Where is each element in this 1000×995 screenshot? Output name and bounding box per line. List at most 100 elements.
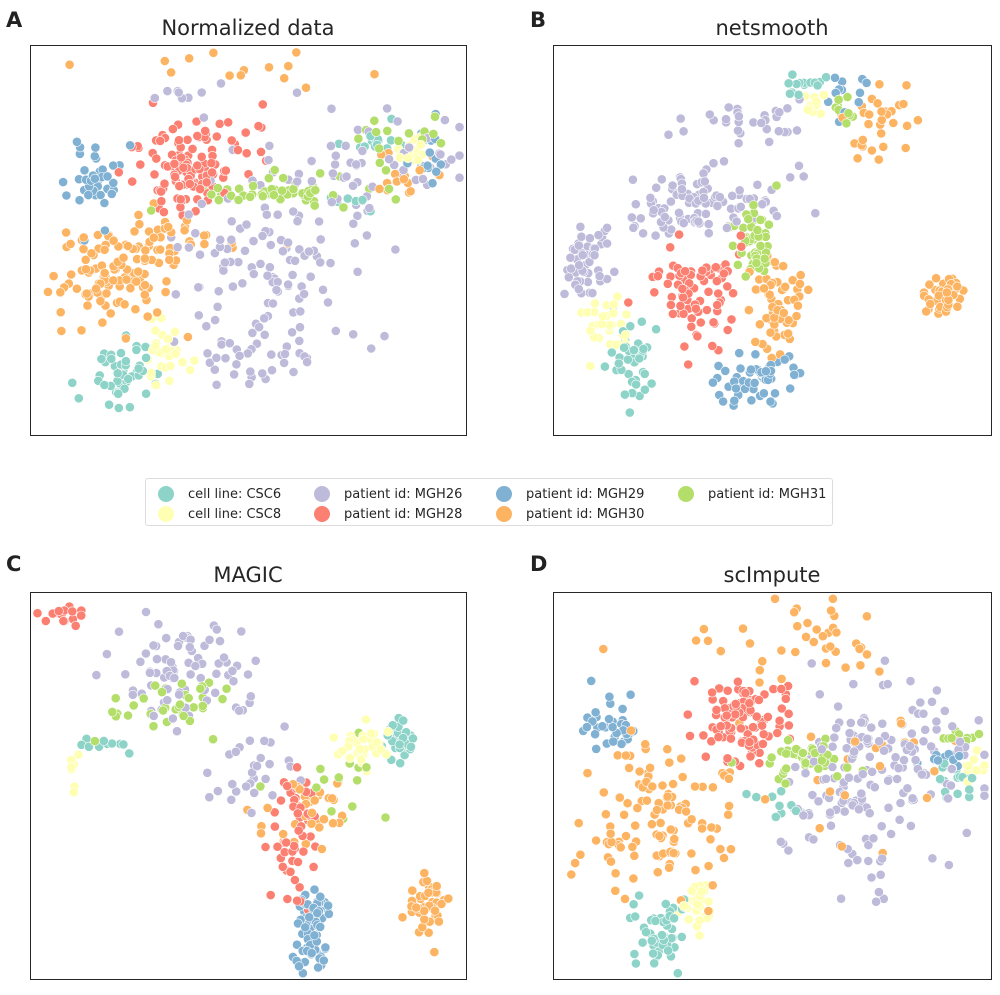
- scatter-point: [128, 700, 139, 711]
- scatter-point: [141, 648, 151, 659]
- scatter-point: [264, 262, 275, 273]
- scatter-point: [779, 354, 790, 365]
- scatter-point: [170, 171, 180, 182]
- scatter-point: [676, 931, 687, 942]
- scatter-point: [201, 177, 212, 188]
- scatter-point: [295, 322, 305, 333]
- scatter-point: [159, 178, 170, 189]
- scatter-point: [371, 127, 382, 137]
- scatter-point: [135, 656, 146, 667]
- scatter-point: [707, 687, 717, 698]
- scatter-point: [864, 751, 875, 762]
- scatter-point: [866, 872, 877, 883]
- scatter-point: [215, 234, 226, 245]
- scatter-point: [149, 169, 160, 180]
- scatter-point: [811, 96, 822, 107]
- scatter-point: [323, 908, 334, 919]
- scatter-point: [789, 369, 800, 380]
- scatter-point: [173, 641, 183, 651]
- scatter-point: [674, 229, 684, 240]
- scatter-point: [259, 735, 270, 746]
- scatter-point: [729, 395, 740, 406]
- scatter-point: [342, 193, 353, 204]
- scatter-point: [576, 231, 587, 242]
- scatter-point: [369, 115, 380, 126]
- scatter-point: [217, 694, 228, 704]
- scatter-point: [341, 171, 352, 182]
- scatter-point: [663, 129, 674, 140]
- scatter-point: [790, 647, 801, 657]
- scatter-point: [922, 792, 932, 803]
- scatter-point: [244, 378, 255, 389]
- scatter-point: [602, 222, 612, 233]
- scatter-point: [931, 273, 941, 284]
- scatter-point: [677, 772, 688, 782]
- scatter-point: [660, 212, 670, 222]
- scatter-point: [573, 240, 584, 251]
- scatter-point: [248, 236, 259, 246]
- scatter-point: [195, 683, 206, 694]
- scatter-point: [773, 126, 784, 137]
- scatter-point: [413, 155, 424, 165]
- scatter-point: [755, 214, 766, 225]
- scatter-point: [267, 790, 278, 801]
- scatter-point: [243, 669, 253, 680]
- scatter-point: [686, 321, 697, 332]
- scatter-point: [744, 737, 755, 747]
- scatter-point: [327, 168, 338, 179]
- scatter-point: [800, 768, 811, 779]
- scatter-point: [70, 620, 81, 631]
- scatter-point: [879, 655, 890, 666]
- scatter-point: [161, 633, 172, 643]
- legend-item: patient id: MGH29: [496, 484, 644, 504]
- scatter-point: [752, 225, 763, 235]
- panel-letter: D: [530, 552, 548, 576]
- scatter-point: [758, 729, 769, 740]
- scatter-point: [872, 98, 883, 109]
- scatter-point: [727, 240, 738, 251]
- scatter-point: [358, 734, 369, 744]
- scatter-point: [121, 356, 131, 367]
- scatter-point: [123, 374, 134, 384]
- scatter-point: [784, 88, 795, 99]
- scatter-point: [74, 195, 85, 206]
- scatter-point: [607, 722, 618, 732]
- scatter-point: [849, 746, 859, 757]
- scatter-point: [591, 835, 601, 846]
- scatter-point: [840, 662, 851, 673]
- scatter-point: [264, 62, 274, 73]
- scatter-point: [240, 245, 250, 256]
- scatter-point: [123, 241, 133, 251]
- scatter-point: [821, 773, 831, 784]
- scatter-point: [234, 705, 245, 716]
- scatter-point: [926, 741, 936, 752]
- scatter-point: [776, 703, 787, 714]
- scatter-point: [677, 184, 687, 195]
- scatter-point: [323, 297, 333, 308]
- scatter-point: [454, 122, 465, 132]
- scatter-point: [877, 853, 887, 864]
- scatter-point: [751, 258, 762, 268]
- scatter-point: [150, 340, 161, 351]
- scatter-point: [326, 197, 337, 207]
- scatter-point: [818, 90, 829, 100]
- scatter-point: [427, 178, 438, 189]
- scatter-point: [262, 802, 273, 813]
- scatter-point: [855, 87, 865, 98]
- scatter-point: [902, 783, 913, 794]
- scatter-point: [862, 733, 873, 744]
- scatter-point: [662, 744, 673, 755]
- scatter-point: [195, 249, 205, 260]
- scatter-point: [279, 73, 290, 84]
- scatter-point: [58, 616, 69, 626]
- scatter-point: [668, 848, 679, 858]
- scatter-point: [380, 812, 391, 823]
- scatter-point: [883, 802, 894, 813]
- scatter-point: [309, 884, 320, 895]
- scatter-point: [705, 834, 716, 845]
- scatter-point: [602, 238, 612, 249]
- scatter-point: [73, 749, 84, 760]
- scatter-point: [979, 749, 990, 760]
- scatter-point: [648, 948, 658, 959]
- scatter-point: [164, 375, 175, 386]
